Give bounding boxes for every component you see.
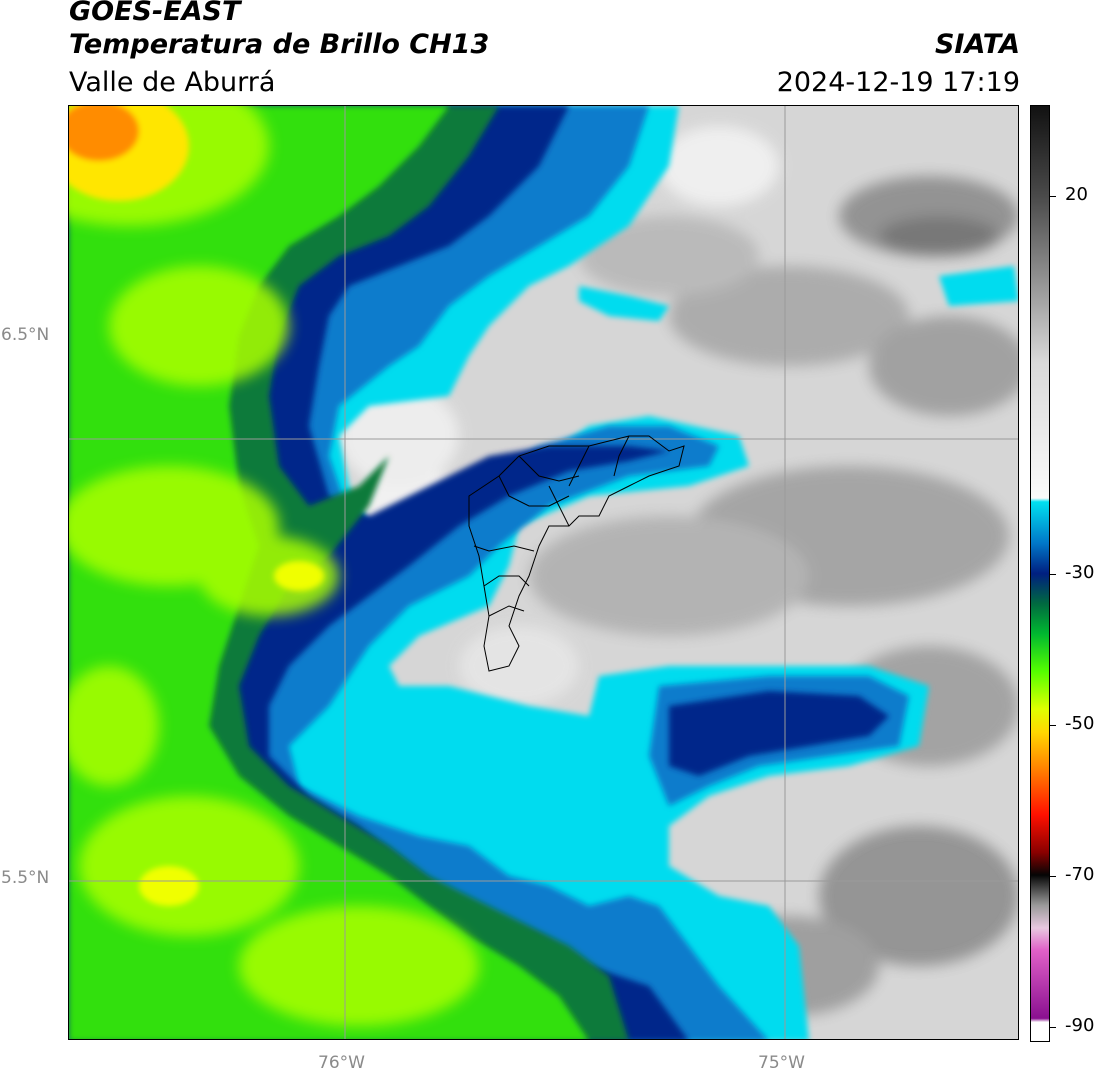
gridlines <box>69 106 1018 1039</box>
lat-tick-label: 6.5°N <box>1 325 50 345</box>
lon-tick-label: 75°W <box>758 1053 805 1073</box>
colorbar-tick-label: 20 <box>1065 183 1088 205</box>
lat-tick-label: 5.5°N <box>1 868 50 888</box>
colorbar-tick-mark <box>1050 195 1056 197</box>
colorbar-tick-mark <box>1050 1026 1056 1028</box>
colorbar-tick-mark <box>1050 573 1056 575</box>
municipal-boundaries <box>468 435 685 672</box>
colorbar <box>1030 105 1050 1042</box>
satellite-title: GOES-EAST <box>69 0 241 27</box>
colorbar-tick-mark <box>1050 875 1056 877</box>
colorbar-tick-label: -90 <box>1065 1014 1094 1036</box>
product-title: Temperatura de Brillo CH13 <box>69 29 490 60</box>
colorbar-tick-mark <box>1050 724 1056 726</box>
satellite-map[interactable] <box>68 105 1019 1040</box>
organization-label: SIATA <box>934 29 1020 60</box>
map-canvas <box>69 106 1018 1039</box>
cloud-warmcore-layer <box>69 106 324 906</box>
colorbar-tick-label: -50 <box>1065 712 1094 734</box>
region-subtitle: Valle de Aburrá <box>69 67 276 98</box>
datetime-label: 2024-12-19 17:19 <box>776 67 1020 98</box>
lon-tick-label: 76°W <box>318 1053 365 1073</box>
colorbar-tick-label: -70 <box>1065 863 1094 885</box>
colorbar-tick-label: -30 <box>1065 561 1094 583</box>
